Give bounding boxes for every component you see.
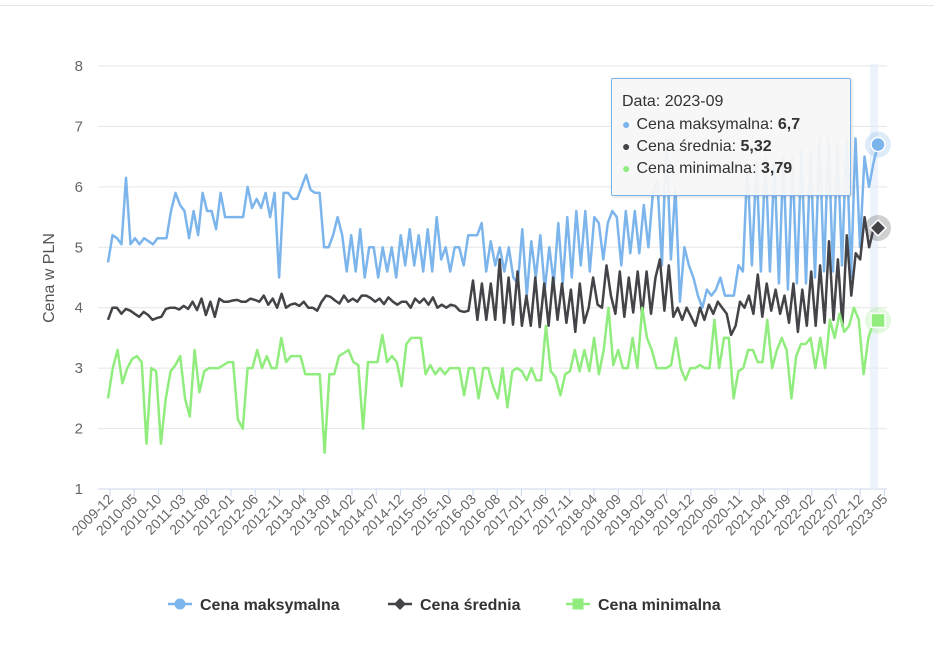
tooltip-date: Data: 2023-09 (622, 93, 724, 110)
hover-band (870, 64, 878, 489)
data-point-marker (870, 312, 886, 329)
legend-label: Cena średnia (420, 597, 521, 614)
hover-markers (865, 131, 891, 334)
legend-diamond-icon (394, 598, 406, 610)
circle-icon: ● (622, 116, 631, 132)
tooltip-series-name: Cena średnia (636, 138, 732, 155)
data-point-marker (868, 218, 888, 238)
legend-item-0[interactable]: Cena maksymalna (168, 597, 340, 614)
tooltip-value: 6,7 (777, 116, 801, 133)
legend-label: Cena maksymalna (200, 597, 340, 614)
legend-item-2[interactable]: Cena minimalna (566, 597, 721, 614)
legend-circle-icon (174, 598, 186, 610)
circle-icon: ● (622, 138, 631, 154)
tooltip: Data: 2023-09 ● Cena maksymalna: 6,7 ● Cen… (611, 78, 851, 196)
legend-square-icon (572, 598, 584, 610)
x-axis-ticks: 2009-122010-052010-102011-032011-082012-… (68, 489, 891, 538)
tooltip-series-name: Cena maksymalna (636, 116, 769, 133)
y-tick-label: 5 (75, 239, 83, 256)
tooltip-row-min: ● Cena minimalna: 3,79 (622, 160, 793, 177)
tooltip-row-avg: ● Cena średnia: 5,32 (622, 138, 772, 155)
tooltip-series-name: Cena minimalna (636, 160, 753, 177)
circle-icon: ● (622, 160, 631, 176)
top-divider (0, 5, 934, 6)
y-tick-label: 4 (75, 300, 83, 317)
y-tick-label: 6 (75, 179, 83, 196)
y-tick-label: 3 (75, 360, 83, 377)
y-tick-label: 8 (75, 58, 83, 75)
y-tick-label: 2 (75, 421, 83, 438)
legend-item-1[interactable]: Cena średnia (388, 597, 521, 614)
y-axis-ticks: 1 2 3 4 5 6 7 8 (75, 58, 83, 498)
y-tick-label: 1 (75, 481, 83, 498)
legend-label: Cena minimalna (598, 597, 721, 614)
data-point-marker (870, 136, 886, 153)
series-line-2 (106, 306, 879, 454)
legend[interactable]: Cena maksymalna Cena średnia Cena minimaln… (168, 597, 721, 614)
series-line-0 (106, 137, 880, 309)
series-line-1 (106, 215, 879, 337)
y-axis-label: Cena w PLN (41, 233, 58, 323)
tooltip-row-max: ● Cena maksymalna: 6,7 (622, 116, 801, 133)
tooltip-value: 5,32 (740, 138, 772, 155)
y-tick-label: 7 (75, 118, 83, 135)
tooltip-value: 3,79 (760, 160, 793, 177)
series-lines (106, 137, 880, 454)
